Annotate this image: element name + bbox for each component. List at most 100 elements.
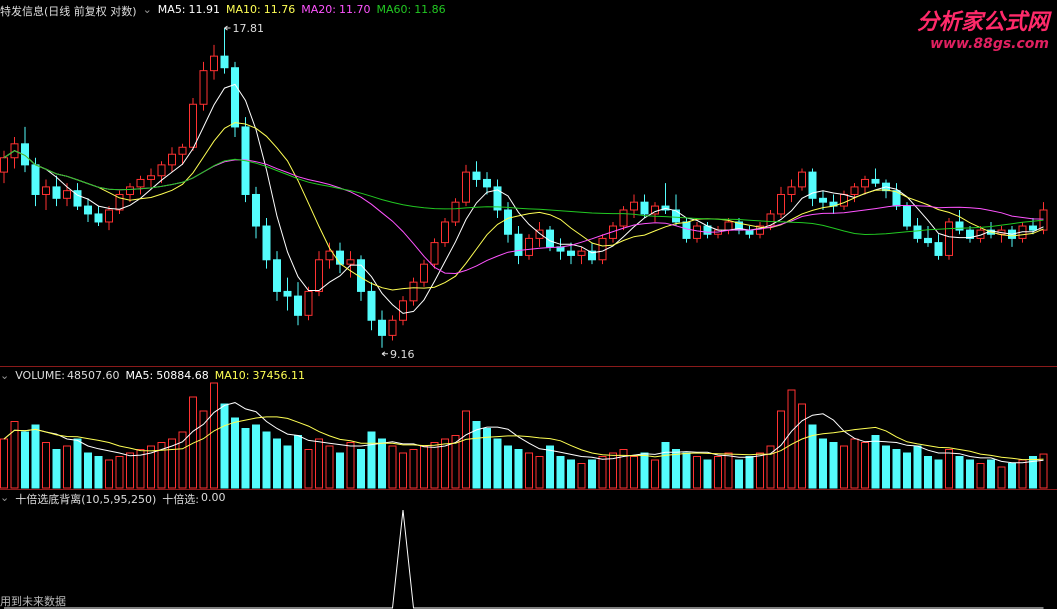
- ma-line: [3, 83, 1044, 314]
- volume-bar: [357, 449, 365, 489]
- candle-body: [924, 237, 932, 244]
- candle-body: [546, 229, 554, 248]
- candle-body: [430, 242, 439, 265]
- volume-bar: [168, 438, 176, 489]
- volume-bar: [409, 449, 418, 489]
- low-label: 9.16: [390, 348, 415, 361]
- candle-body: [304, 290, 313, 316]
- ma-value: 37456.11: [252, 369, 305, 382]
- candle-body: [472, 171, 481, 180]
- panel-title: VOLUME:: [15, 369, 65, 382]
- candle-body: [798, 171, 806, 188]
- volume-bar: [661, 442, 670, 489]
- volume-bar: [94, 456, 103, 489]
- ma-name: MA10:: [226, 3, 261, 16]
- candle-body: [504, 209, 512, 235]
- candle-body: [147, 175, 155, 180]
- menu-icon[interactable]: ⌄: [142, 3, 152, 16]
- annotation-arrow: [224, 25, 231, 31]
- menu-icon[interactable]: ⌄: [0, 491, 10, 504]
- volume-bar: [535, 456, 544, 489]
- candle-body: [598, 237, 607, 261]
- volume-bar: [304, 449, 313, 489]
- volume-bar: [126, 452, 134, 489]
- candle-body: [892, 190, 901, 207]
- volume-bar: [577, 463, 586, 489]
- candle-body: [976, 229, 985, 239]
- volume-bar: [84, 452, 92, 489]
- candle-body: [420, 263, 428, 283]
- candle-body: [756, 225, 764, 235]
- ma-legend: MA10: 37456.11: [215, 369, 305, 382]
- volume-bar: [829, 442, 838, 489]
- volume-bar: [21, 431, 29, 489]
- volume-bar: [178, 431, 187, 489]
- volume-bar: [325, 445, 334, 489]
- high-label: 17.81: [233, 22, 265, 35]
- indicator-header: ⌄ 十倍选底背离(10,5,95,250) 十倍选: 0.00: [0, 491, 226, 507]
- volume-bar: [115, 456, 124, 489]
- volume-bar: [199, 410, 208, 489]
- candle-body: [126, 186, 134, 195]
- volume-bar: [472, 421, 481, 489]
- volume-bar: [294, 435, 302, 489]
- volume-bar: [367, 431, 376, 489]
- candle-body: [325, 250, 334, 261]
- candle-body: [84, 205, 92, 215]
- volume-bar: [598, 456, 607, 489]
- candle-body: [399, 300, 407, 321]
- volume-bar: [756, 452, 764, 489]
- candle-body: [903, 205, 911, 227]
- candle-body: [934, 242, 943, 256]
- candle-body: [178, 146, 187, 155]
- candle-body: [819, 197, 827, 203]
- candle-body: [787, 186, 796, 195]
- ma-legend: MA20: 11.70: [301, 3, 370, 19]
- candle-body: [640, 201, 649, 215]
- volume-bar: [273, 438, 281, 489]
- candle-body: [409, 281, 418, 302]
- volume-bar: [283, 445, 292, 489]
- candle-body: [672, 209, 680, 223]
- candle-body: [850, 186, 859, 195]
- volume-bar: [483, 428, 491, 489]
- volume-bar: [1039, 453, 1048, 489]
- candle-body: [588, 250, 596, 261]
- volume-bar: [525, 452, 533, 489]
- candle-body: [462, 171, 470, 203]
- volume-bar: [672, 449, 680, 489]
- volume-bar: [462, 410, 470, 489]
- candle-body: [231, 67, 239, 128]
- volume-bar: [399, 452, 407, 489]
- candle-body: [189, 103, 197, 148]
- candle-body: [493, 186, 502, 211]
- volume-bar: [1029, 456, 1037, 489]
- candle-body: [1029, 225, 1037, 231]
- volume-bar: [766, 445, 775, 489]
- menu-icon[interactable]: ⌄: [0, 369, 10, 382]
- volume-bar: [493, 438, 502, 489]
- volume-bar: [955, 456, 964, 489]
- ma-legend: MA5: 11.91: [158, 3, 220, 19]
- candle-body: [745, 229, 754, 235]
- candle-body: [651, 205, 659, 215]
- ma-line: [3, 416, 1044, 461]
- candle-body: [514, 233, 523, 256]
- volume-bar: [1018, 459, 1027, 489]
- volume-bar: [892, 449, 901, 489]
- candle-body: [63, 190, 71, 199]
- volume-bar: [819, 438, 827, 489]
- volume-bar: [945, 449, 953, 489]
- candle-body: [168, 153, 176, 166]
- ma-line: [3, 150, 1044, 236]
- candle-body: [346, 259, 355, 265]
- volume-bar: [31, 424, 40, 489]
- candle-body: [367, 290, 376, 321]
- candle-body: [294, 295, 302, 316]
- candle-body: [115, 193, 124, 211]
- volume-bar: [609, 452, 617, 489]
- volume-bar: [787, 389, 796, 489]
- volume-bar: [913, 445, 922, 489]
- volume-bar: [504, 445, 512, 489]
